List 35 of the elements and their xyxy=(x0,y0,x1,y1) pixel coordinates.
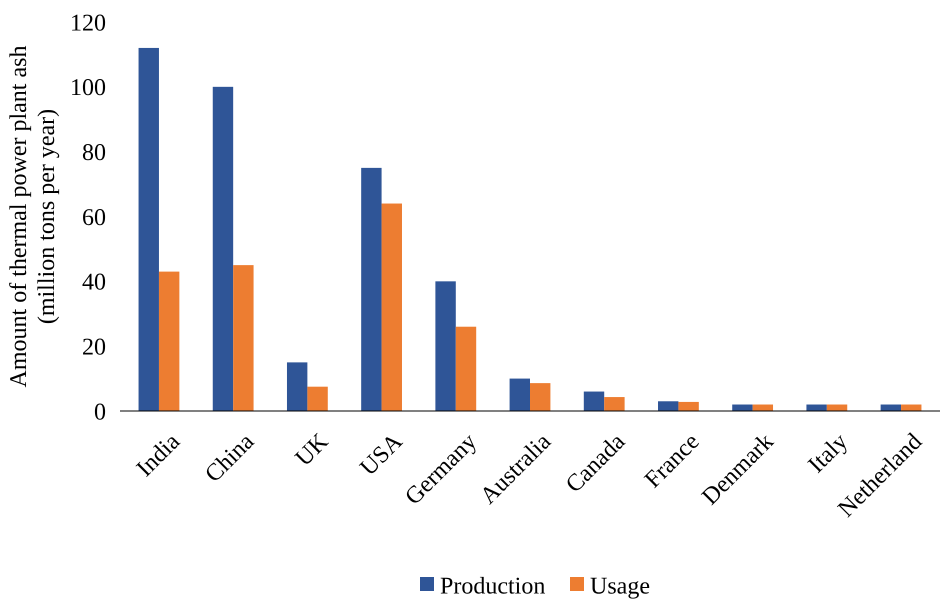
y-tick-label: 0 xyxy=(94,399,106,426)
bar xyxy=(530,383,550,411)
bar xyxy=(435,281,456,411)
bar xyxy=(307,386,328,411)
bar xyxy=(826,404,848,411)
bar xyxy=(678,402,699,411)
x-tick-label: UK xyxy=(290,428,334,472)
y-tick-label: 80 xyxy=(82,140,106,166)
bar xyxy=(806,404,827,411)
bar xyxy=(382,204,402,411)
bar xyxy=(138,48,159,411)
y-axis-title: Amount of thermal power plant ash (million tons per year) xyxy=(6,46,60,388)
y-tick-label: 100 xyxy=(70,75,106,102)
bar xyxy=(752,404,774,411)
bar xyxy=(286,362,308,411)
bar xyxy=(901,404,922,411)
bar xyxy=(604,397,625,411)
bar xyxy=(658,401,678,411)
bar xyxy=(361,168,382,411)
bar xyxy=(510,378,530,411)
x-tick-label: India xyxy=(132,428,186,482)
bar xyxy=(158,272,180,411)
bar xyxy=(233,265,254,411)
legend-label: Production xyxy=(440,573,546,600)
bar xyxy=(880,404,902,411)
bar xyxy=(584,392,604,411)
y-tick-label: 20 xyxy=(82,334,106,361)
bar xyxy=(212,86,234,411)
y-tick-label: 120 xyxy=(70,10,106,36)
bar xyxy=(456,326,476,411)
y-tick-label: 60 xyxy=(82,204,106,231)
legend-label: Usage xyxy=(590,573,650,600)
x-tick-label: USA xyxy=(355,428,408,482)
y-tick-label: 40 xyxy=(82,270,106,296)
bar xyxy=(732,404,753,411)
